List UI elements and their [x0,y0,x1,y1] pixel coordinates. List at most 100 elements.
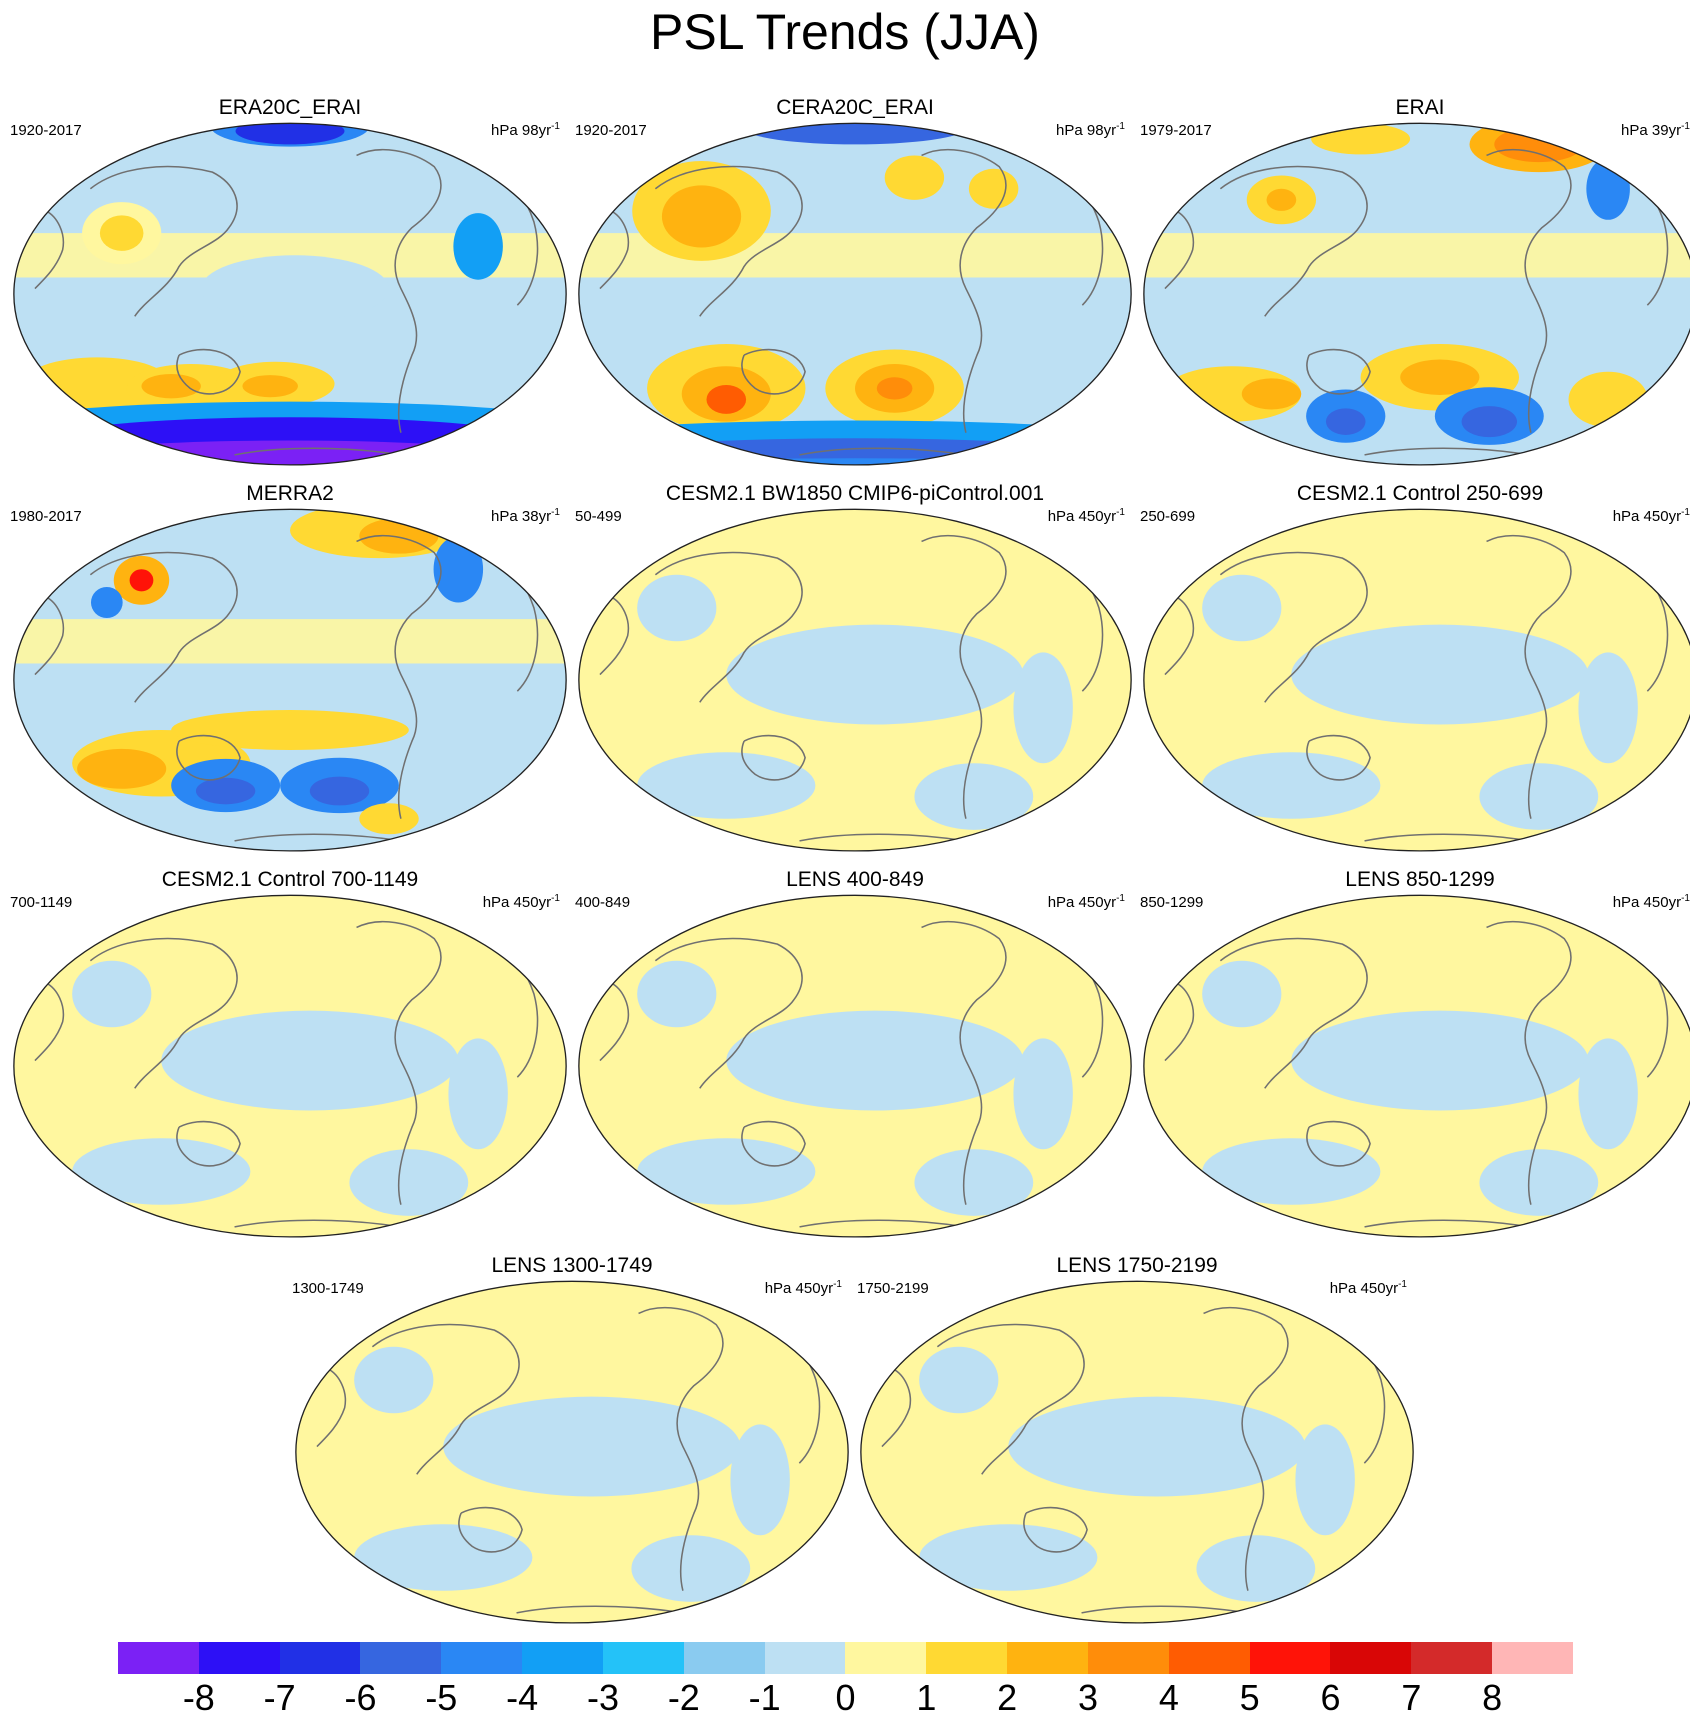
map-field-contour [730,1424,790,1536]
coastline [921,149,1007,433]
coastline [1486,535,1572,819]
colorbar-swatch [1411,1642,1493,1674]
map-field-contour [1202,1138,1381,1205]
map-field-contour [661,185,742,248]
map-field-contour [448,1038,508,1150]
map-field-contour [359,803,419,835]
coastline [741,1120,806,1167]
map-field-contour [726,624,1024,725]
panel-units-exponent: -1 [1116,121,1125,132]
map-field-contour [13,440,567,465]
map-field-contour [1196,1535,1316,1602]
panel-period: 700-1149 [10,894,73,911]
map-field-contour [637,1138,816,1205]
coastline [599,596,630,676]
coastline [1164,982,1195,1062]
map-projection [1143,894,1690,1238]
map-field-band [13,619,567,664]
map-projection [860,1280,1414,1624]
coastline [1364,447,1532,456]
coastline [599,982,630,1062]
map-projection [578,894,1132,1238]
map-field-contour [1266,188,1297,211]
map-field-contour [171,710,409,750]
colorbar-swatch [360,1642,442,1674]
panel-units-exponent: -1 [1116,507,1125,518]
coastline [234,1219,402,1228]
map-field-contour [77,748,167,789]
map-field-contour [637,752,816,819]
coastline [356,921,442,1205]
map-field-contour [1202,960,1282,1028]
panel-units-exponent: -1 [1116,893,1125,904]
colorbar-labels: -8 -7 -6 -5 -4 -3 -2 -1 0 1 2 3 4 5 6 7 8 [0,1674,1690,1720]
map-boundary [13,508,567,852]
colorbar-label: -5 [425,1677,458,1718]
map-boundary [13,894,567,1238]
coastline [1164,596,1195,676]
colorbar-label: 8 [1482,1677,1503,1718]
coastline [799,447,967,456]
coastline [1486,149,1572,433]
map-field-contour [1311,123,1411,155]
coastline [1306,348,1371,395]
map-field-band [1143,233,1690,278]
map-field-contour [242,375,298,398]
panel-period: 1300-1749 [292,1280,364,1297]
colorbar-label: -8 [182,1677,215,1718]
panel-period: 400-849 [575,894,631,911]
map-field-contour [309,776,370,806]
map-field-contour [914,1149,1034,1216]
map-field-contour [1578,652,1638,764]
panel-units-text: hPa 450yr [1047,894,1117,911]
panel-units: hPa 450yr-1 [1048,890,1125,912]
panel-title: ERAI [1395,96,1445,119]
colorbar-label: 4 [1158,1677,1179,1718]
colorbar-label: 1 [916,1677,937,1718]
panel-units-text: hPa 450yr [764,1280,834,1297]
colorbar-label: 5 [1239,1677,1260,1718]
coastline [1219,165,1368,317]
coastline [741,734,806,781]
map-field-contour [72,960,152,1028]
coastline [1023,1506,1088,1553]
map-field-contour [1479,763,1599,830]
map-boundary [1143,122,1690,466]
coastline [89,937,238,1089]
panel-period: 1979-2017 [1140,122,1212,139]
panel-units-text: hPa 450yr [1047,508,1117,525]
colorbar-swatch [845,1642,927,1674]
map-boundary [860,1280,1414,1624]
map-field-contour [443,1396,741,1497]
map-field-contour [129,569,154,592]
panel-units-text: hPa 39yr [1621,122,1682,139]
panel-units-exponent: -1 [1681,507,1690,518]
map-field-contour [200,255,390,322]
colorbar-swatch [1492,1642,1573,1674]
coastline [654,165,803,317]
map-projection [1143,122,1690,466]
coastline [34,596,65,676]
map-field-contour [354,1346,434,1414]
colorbar-swatch [602,1642,684,1674]
panel-units-text: hPa 38yr [491,508,552,525]
panel-title: LENS 1750-2199 [1056,1254,1218,1277]
map-field-contour [1325,408,1366,435]
colorbar-swatch [1168,1642,1250,1674]
map-field-contour [72,1138,251,1205]
map-field-contour [349,1149,469,1216]
panel-units-text: hPa 450yr [1612,894,1682,911]
panel-title: CESM2.1 BW1850 CMIP6-piControl.001 [665,482,1045,505]
colorbar-swatch [441,1642,523,1674]
panel-units-text: hPa 450yr [1329,1280,1399,1297]
colorbar-swatch [926,1642,1008,1674]
colorbar-label: 3 [1077,1677,1099,1718]
map-projection [13,508,567,852]
coastline [921,921,1007,1205]
panel-units-exponent: -1 [551,507,560,518]
panel-units: hPa 98yr-1 [491,118,560,140]
map-field-contour [1013,1038,1073,1150]
map-field-contour [914,763,1034,830]
colorbar [118,1642,1573,1674]
colorbar-swatch [1007,1642,1088,1674]
